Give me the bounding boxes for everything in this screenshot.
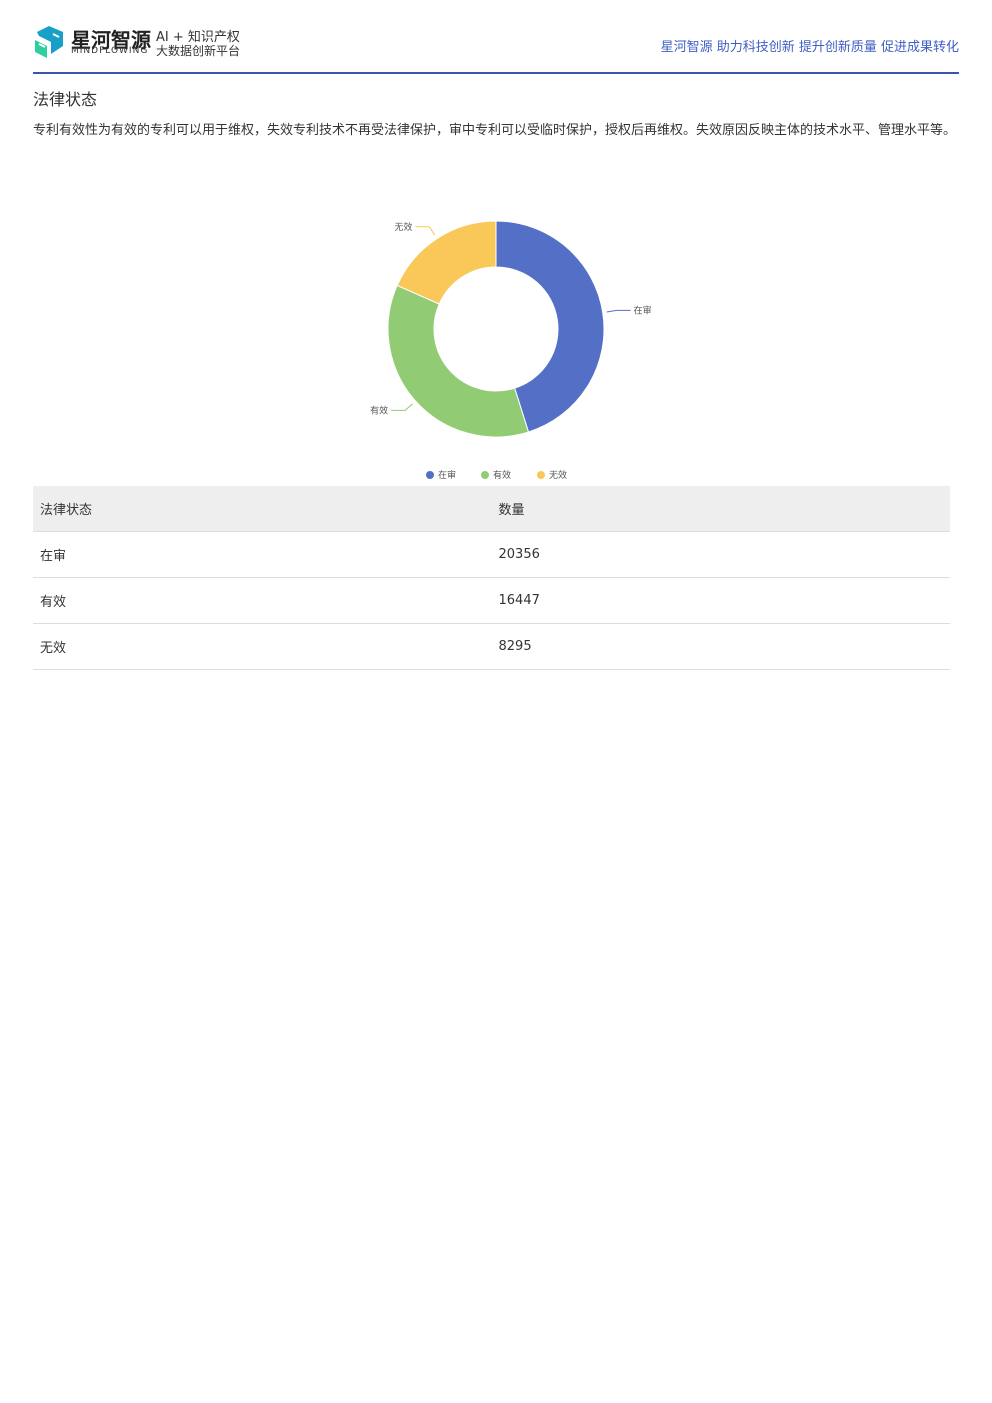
table-cell: 20356 [491, 531, 950, 578]
legend-swatch [426, 471, 434, 479]
slice-label: 有效 [370, 404, 388, 416]
donut-slice [495, 220, 605, 433]
table-cell: 在审 [33, 531, 492, 578]
slogan: 星河智源 助力科技创新 提升创新质量 促进成果转化 [660, 40, 959, 55]
brand-en: MINDFLOWING [71, 46, 149, 56]
leader-line [391, 403, 413, 411]
tagline: AI + 知识产权 [156, 30, 240, 45]
table-cell: 有效 [33, 577, 492, 624]
slice-label: 无效 [394, 221, 412, 233]
legend-label: 有效 [493, 469, 511, 481]
tagline: 大数据创新平台 [156, 44, 241, 58]
section-title: 法律状态 [33, 90, 98, 109]
legend-label: 在审 [438, 469, 456, 481]
table-cell: 16447 [491, 577, 950, 624]
leader-line [606, 309, 631, 313]
table-cell: 无效 [33, 623, 492, 670]
donut-slice [387, 284, 530, 438]
legend-swatch [537, 471, 545, 479]
table: 法律状态 数量 在审 20356 有效 16447 无效 8295 [33, 486, 950, 670]
header-rule [33, 72, 959, 74]
donut-slice [396, 220, 497, 305]
table-cell: 8295 [491, 623, 950, 670]
slice-label: 在审 [634, 304, 652, 316]
table-header: 法律状态 [33, 486, 492, 532]
legend-label: 无效 [549, 469, 567, 481]
table-header: 数量 [491, 486, 950, 532]
leader-line [415, 226, 436, 236]
brand: 星河智源 [71, 28, 151, 52]
description: 专利有效性为有效的专利可以用于维权，失效专利技术不再受法律保护，审中专利可以受临… [33, 123, 957, 138]
legend-swatch [481, 471, 489, 479]
logo-icon [35, 26, 63, 58]
